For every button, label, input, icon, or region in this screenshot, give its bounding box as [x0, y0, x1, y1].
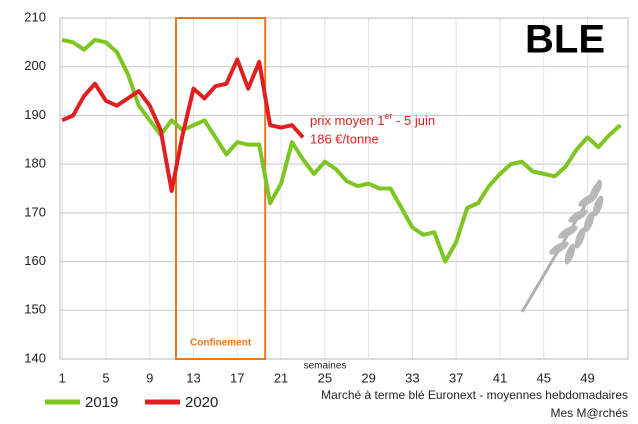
plot-frame: [60, 18, 628, 359]
y-tick-label: 150: [24, 302, 46, 317]
grid: [60, 18, 628, 359]
chart: BLE semaines Marché à terme blé Euronext…: [0, 0, 638, 424]
chart-title: BLE: [525, 18, 605, 62]
annotation-sup: er: [384, 111, 392, 121]
x-tick-label: 49: [580, 370, 594, 385]
x-tick-label: 9: [146, 370, 153, 385]
wheat-icon: [522, 179, 606, 312]
x-tick-label: 21: [274, 370, 288, 385]
annotation-text: prix moyen 1: [310, 113, 384, 128]
x-tick-label: 25: [318, 370, 332, 385]
series-line: [62, 59, 303, 191]
x-tick-label: 1: [59, 370, 66, 385]
y-tick-label: 170: [24, 204, 46, 219]
x-tick-label: 5: [102, 370, 109, 385]
x-tick-label: 45: [536, 370, 550, 385]
y-tick-label: 140: [24, 350, 46, 365]
y-tick-label: 210: [24, 9, 46, 24]
highlight-box: [176, 18, 265, 359]
x-tick-label: 29: [361, 370, 375, 385]
highlight-label: Confinement: [190, 338, 252, 349]
annotation: prix moyen 1er - 5 juin: [310, 111, 435, 128]
annotation-after: - 5 juin: [392, 113, 435, 128]
legend-label: 2020: [185, 394, 218, 411]
x-tick-label: 33: [405, 370, 419, 385]
annotation-line2: 186 €/tonne: [310, 131, 379, 146]
y-tick-label: 200: [24, 58, 46, 73]
x-tick-label: 13: [186, 370, 200, 385]
y-tick-label: 160: [24, 253, 46, 268]
y-tick-label: 180: [24, 156, 46, 171]
x-tick-label: 17: [230, 370, 244, 385]
series-line: [62, 40, 620, 262]
x-tick-label: 41: [493, 370, 507, 385]
y-tick-label: 190: [24, 107, 46, 122]
credit: Mes M@rchés: [550, 406, 628, 420]
x-tick-label: 37: [449, 370, 463, 385]
source: Marché à terme blé Euronext - moyennes h…: [321, 388, 628, 402]
legend-label: 2019: [85, 394, 118, 411]
